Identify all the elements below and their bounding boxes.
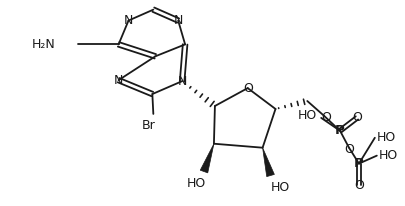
Text: HO: HO xyxy=(378,149,397,162)
Text: O: O xyxy=(353,179,363,192)
Text: HO: HO xyxy=(186,177,205,190)
Polygon shape xyxy=(262,148,274,177)
Text: O: O xyxy=(351,111,361,124)
Text: H₂N: H₂N xyxy=(32,38,56,51)
Text: HO: HO xyxy=(270,181,290,194)
Text: P: P xyxy=(335,124,344,137)
Text: N: N xyxy=(114,74,123,87)
Text: N: N xyxy=(173,14,182,27)
Text: O: O xyxy=(343,143,353,156)
Text: O: O xyxy=(242,82,252,95)
Text: N: N xyxy=(124,14,133,27)
Text: HO: HO xyxy=(376,131,395,144)
Text: P: P xyxy=(353,157,363,170)
Text: O: O xyxy=(320,111,330,124)
Text: HO: HO xyxy=(297,109,316,122)
Polygon shape xyxy=(200,144,213,173)
Text: Br: Br xyxy=(141,119,155,132)
Text: N: N xyxy=(177,75,186,88)
